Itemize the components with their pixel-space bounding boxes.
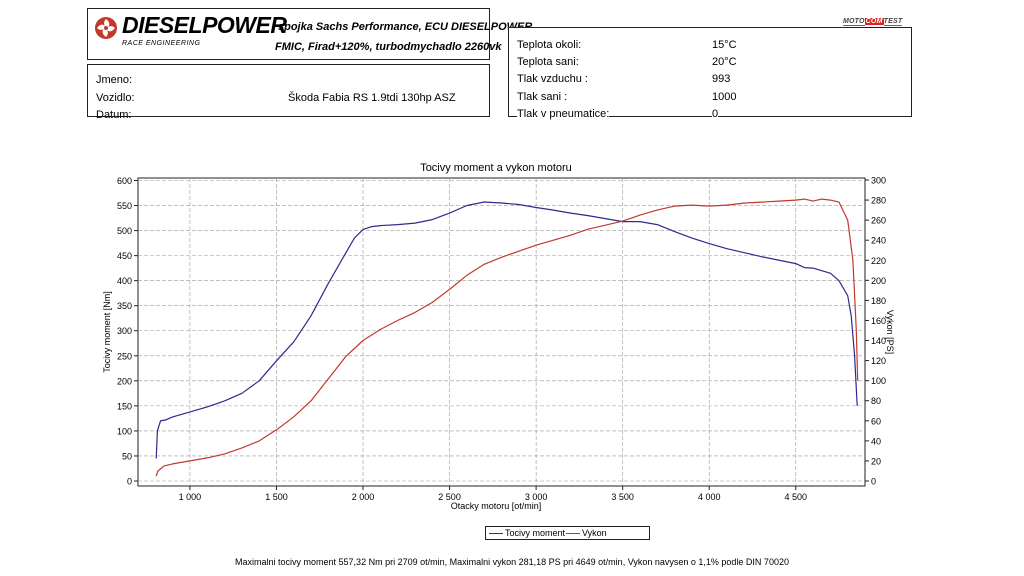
legend-swatch-torque (489, 533, 503, 535)
y-tick-label: 400 (117, 276, 132, 286)
x-tick-label: 3 000 (525, 492, 548, 502)
y-tick-label: 0 (127, 476, 132, 486)
brand-subtitle: RACE ENGINEERING (122, 40, 201, 47)
y2-tick-label: 300 (871, 176, 886, 186)
summary-footer: Maximalni tocivy moment 557,32 Nm pri 27… (235, 557, 789, 567)
series-lines (155, 198, 859, 477)
badge-part-test: TEST (883, 18, 903, 26)
x-tick-label: 3 500 (611, 492, 634, 502)
y-tick-label: 200 (117, 376, 132, 386)
y2-axis-label: Vykon [PS] (885, 310, 895, 354)
plot-area (137, 177, 866, 487)
y2-tick-label: 200 (871, 276, 886, 286)
chart-legend: Tocivy moment Vykon (485, 526, 650, 540)
y-axis-ticks: 0 50 100 150 200 250 300 350 400 450 500 550 600 (117, 176, 138, 486)
vehicle-info-panel: Jmeno: Vozidlo: Škoda Fabia RS 1.9tdi 13… (87, 64, 490, 121)
cond-label-air-pressure: Tlak vzduchu : (517, 73, 588, 85)
turbo-logo-icon (95, 17, 117, 39)
series-power-line (155, 198, 859, 477)
x-tick-label: 1 500 (265, 492, 288, 502)
y2-tick-label: 180 (871, 296, 886, 306)
y-tick-label: 350 (117, 301, 132, 311)
cond-value-intake-pressure: 1000 (712, 91, 737, 103)
x-tick-label: 2 500 (438, 492, 461, 502)
y2-tick-label: 220 (871, 256, 886, 266)
test-conditions-panel: Teplota okoli: 15°C Teplota sani: 20°C T… (508, 27, 912, 120)
badge-part-moto: MOTO (843, 18, 865, 26)
cond-label-tire-pressure: Tlak v pneumatice: (517, 108, 610, 120)
y-tick-label: 550 (117, 201, 132, 211)
brand-name: DIESELPOWER (122, 12, 287, 38)
x-axis-label: Otacky motoru [ot/min] (451, 501, 542, 511)
x-tick-label: 4 500 (784, 492, 807, 502)
y2-tick-label: 60 (871, 416, 881, 426)
y-axis-label: Tocivy moment [Nm] (102, 291, 112, 373)
chart-title: Tocivy moment a vykon motoru (420, 162, 572, 174)
y-tick-label: 600 (117, 176, 132, 186)
info-value-vehicle: Škoda Fabia RS 1.9tdi 130hp ASZ (288, 92, 456, 104)
y-tick-label: 500 (117, 226, 132, 236)
legend-label-torque: Tocivy moment (505, 528, 566, 538)
y2-tick-label: 280 (871, 196, 886, 206)
y-tick-label: 450 (117, 251, 132, 261)
legend-item-power: Vykon (566, 527, 607, 539)
y-tick-label: 300 (117, 326, 132, 336)
grid-lines (138, 178, 865, 486)
x-tick-label: 4 000 (698, 492, 721, 502)
cond-value-intake-temp: 20°C (712, 56, 737, 68)
cond-value-ambient-temp: 15°C (712, 39, 737, 51)
x-axis-ticks: 1 000 1 500 2 000 2 500 3 000 3 500 4 000 4 500 (179, 486, 807, 502)
y2-tick-label: 240 (871, 236, 886, 246)
y-tick-label: 250 (117, 351, 132, 361)
y2-tick-label: 40 (871, 436, 881, 446)
motocom-badge: MOTOCOMTEST (843, 18, 903, 26)
y-tick-label: 150 (117, 401, 132, 411)
info-label-date: Datum: (96, 109, 132, 121)
cond-label-intake-temp: Teplota sani: (517, 56, 579, 68)
y2-tick-label: 0 (871, 476, 876, 486)
y-tick-label: 100 (117, 426, 132, 436)
y2-tick-label: 120 (871, 356, 886, 366)
y2-tick-label: 80 (871, 396, 881, 406)
y2-tick-label: 260 (871, 216, 886, 226)
x-tick-label: 1 000 (179, 492, 202, 502)
setup-description-line1: spojka Sachs Performance, ECU DIESELPOWE… (278, 21, 533, 33)
cond-label-ambient-temp: Teplota okoli: (517, 39, 582, 51)
y2-tick-label: 20 (871, 456, 881, 466)
badge-part-com: COM (864, 18, 884, 25)
logo-panel: DIESELPOWER RACE ENGINEERING spojka Sach… (87, 8, 532, 60)
cond-value-tire-pressure: 0 (712, 108, 719, 120)
y2-tick-label: 140 (871, 336, 886, 346)
y2-axis-ticks: 0 20 40 60 80 100 120 140 160 180 200 220 240 260 280 3… (865, 176, 886, 486)
legend-label-power: Vykon (582, 528, 607, 538)
y2-tick-label: 100 (871, 376, 886, 386)
cond-label-intake-pressure: Tlak sani : (517, 91, 568, 103)
setup-description-line2: FMIC, Firad+120%, turbodmychadlo 2260vk (275, 41, 502, 53)
x-tick-label: 2 000 (352, 492, 375, 502)
legend-item-torque: Tocivy moment (489, 527, 565, 539)
cond-value-air-pressure: 993 (712, 73, 731, 85)
series-torque-line (155, 201, 858, 459)
y2-tick-label: 160 (871, 316, 886, 326)
info-label-vehicle: Vozidlo: (96, 92, 135, 104)
info-label-name: Jmeno: (96, 74, 133, 86)
legend-swatch-power (566, 533, 580, 535)
y-tick-label: 50 (122, 451, 132, 461)
